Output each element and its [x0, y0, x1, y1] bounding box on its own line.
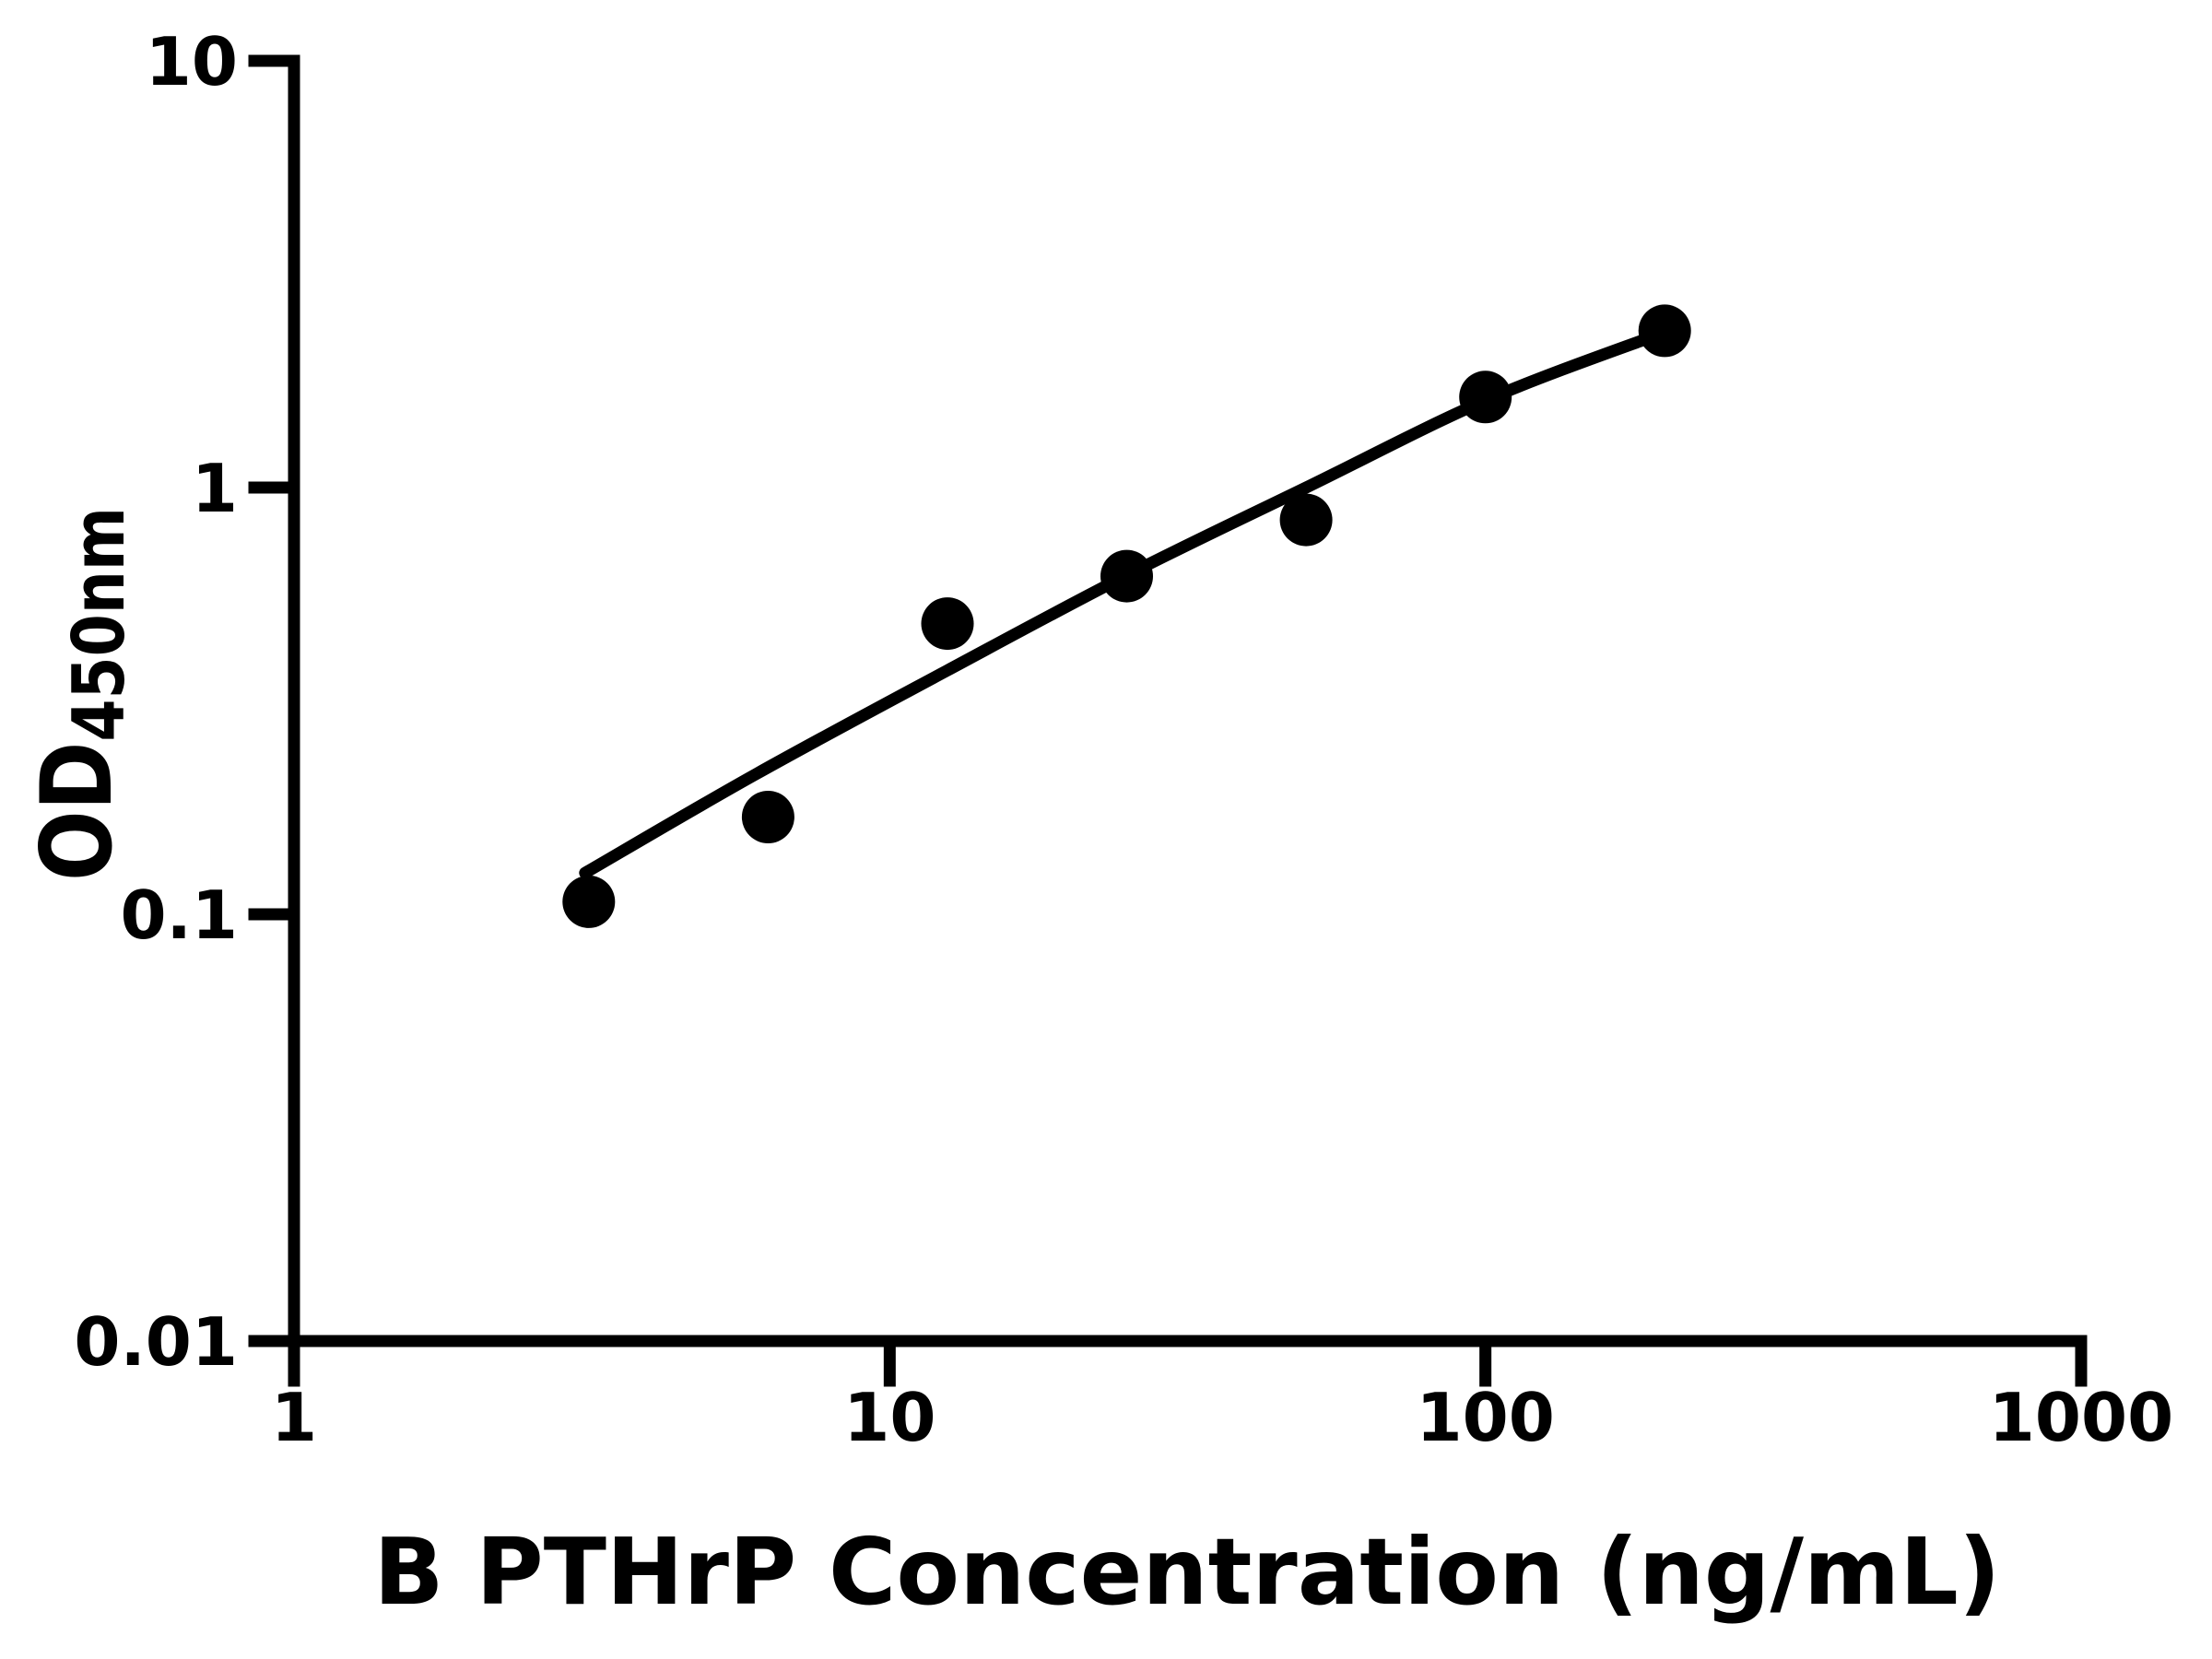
y-tick-label: 0.1 — [120, 877, 238, 954]
y-ticks — [248, 54, 300, 1347]
y-axis-title-main: OD — [21, 742, 135, 881]
axis-spines — [288, 54, 2088, 1347]
y-tick-labels: 10 1 0.1 0.01 — [74, 23, 238, 1381]
x-tick — [1479, 1335, 1492, 1387]
data-point — [562, 875, 616, 928]
y-axis-title-subscript: 450nm — [58, 507, 142, 742]
data-point — [1638, 304, 1691, 358]
x-tick-label: 1000 — [1989, 1379, 2173, 1456]
x-tick — [288, 1335, 300, 1387]
x-tick-label: 1 — [271, 1379, 317, 1456]
x-tick-label: 10 — [843, 1379, 935, 1456]
y-tick — [248, 481, 300, 494]
data-point — [921, 597, 974, 651]
x-tick-labels: 1 10 100 1000 — [271, 1379, 2173, 1456]
x-axis-spine — [288, 1335, 2088, 1347]
y-tick-label: 10 — [146, 23, 238, 100]
x-ticks — [288, 1335, 2088, 1387]
data-point — [1459, 371, 1512, 424]
y-tick — [248, 908, 300, 921]
y-tick-label: 1 — [192, 450, 238, 527]
data-point — [1100, 549, 1153, 603]
data-points — [562, 304, 1691, 928]
y-axis-spine — [288, 54, 300, 1347]
x-tick-label: 100 — [1417, 1379, 1555, 1456]
y-tick-label: 0.01 — [74, 1303, 238, 1381]
x-tick — [883, 1335, 896, 1387]
x-tick — [2075, 1335, 2088, 1387]
y-tick — [248, 54, 300, 67]
y-axis-title: OD450nm — [21, 507, 141, 881]
data-point — [741, 791, 794, 843]
data-point — [1279, 493, 1333, 547]
y-tick — [248, 1335, 300, 1347]
x-axis-title: B PTHrP Concentration (ng/mL) — [373, 1518, 2000, 1626]
